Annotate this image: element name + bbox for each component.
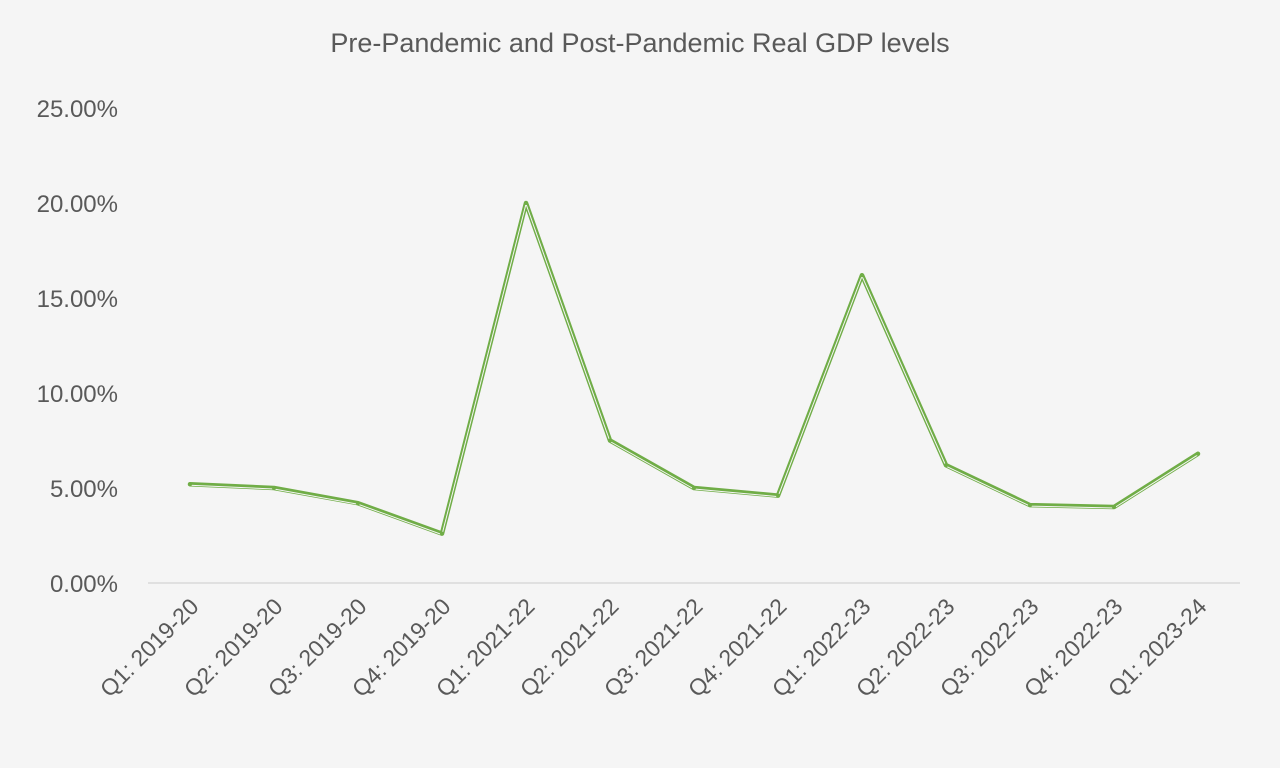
data-point (860, 273, 864, 278)
data-point (272, 486, 276, 490)
y-tick-label: 5.00% (50, 476, 118, 503)
y-tick-label: 0.00% (50, 571, 118, 598)
data-point (440, 531, 444, 536)
y-axis-ticks: 0.00% 5.00% 10.00% 15.00% 20.00% 25.00% (37, 96, 118, 598)
chart-title: Pre-Pandemic and Post-Pandemic Real GDP … (330, 28, 950, 58)
series-line (187, 200, 1201, 536)
y-tick-label: 25.00% (37, 96, 118, 123)
data-point (608, 438, 612, 443)
data-point (1028, 503, 1032, 508)
data-point (776, 493, 780, 498)
data-point (1112, 505, 1116, 509)
data-point (692, 486, 696, 490)
data-point (944, 463, 948, 468)
data-point (1196, 451, 1200, 456)
y-tick-label: 10.00% (37, 381, 118, 408)
y-tick-label: 20.00% (37, 191, 118, 218)
data-point (356, 501, 360, 506)
series-line-highlight (189, 203, 1199, 536)
data-point (188, 482, 192, 487)
data-point (524, 201, 528, 205)
y-tick-label: 15.00% (37, 286, 118, 313)
series-group (187, 200, 1201, 536)
